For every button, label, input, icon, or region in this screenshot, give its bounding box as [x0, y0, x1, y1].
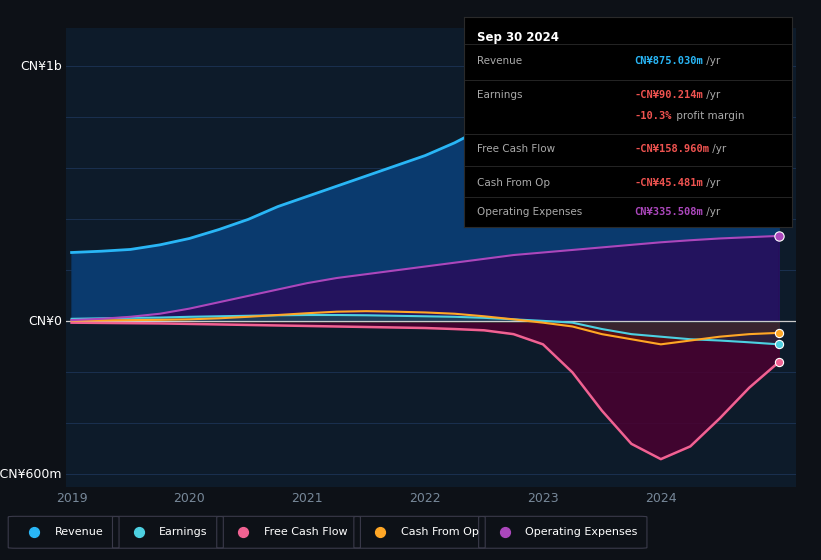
Text: Free Cash Flow: Free Cash Flow — [264, 527, 347, 537]
Text: -CN¥158.960m: -CN¥158.960m — [635, 144, 709, 154]
Text: Cash From Op: Cash From Op — [401, 527, 479, 537]
Text: Operating Expenses: Operating Expenses — [477, 207, 582, 217]
Point — [772, 231, 785, 240]
Text: Operating Expenses: Operating Expenses — [525, 527, 638, 537]
Text: /yr: /yr — [703, 207, 720, 217]
Point — [236, 528, 250, 536]
Text: profit margin: profit margin — [673, 110, 745, 120]
Point — [772, 328, 785, 337]
Text: Free Cash Flow: Free Cash Flow — [477, 144, 555, 154]
Point — [772, 340, 785, 349]
Text: /yr: /yr — [703, 90, 720, 100]
Point — [28, 528, 41, 536]
Text: CN¥335.508m: CN¥335.508m — [635, 207, 704, 217]
Text: -CN¥45.481m: -CN¥45.481m — [635, 178, 704, 188]
Text: Sep 30 2024: Sep 30 2024 — [477, 31, 559, 44]
Text: /yr: /yr — [703, 56, 720, 66]
Text: -10.3%: -10.3% — [635, 110, 672, 120]
Point — [132, 528, 145, 536]
Text: Cash From Op: Cash From Op — [477, 178, 550, 188]
Text: CN¥1b: CN¥1b — [21, 60, 62, 73]
Text: Earnings: Earnings — [477, 90, 522, 100]
Point — [498, 528, 511, 536]
Text: /yr: /yr — [703, 178, 720, 188]
Text: CN¥875.030m: CN¥875.030m — [635, 56, 704, 66]
Point — [772, 94, 785, 102]
Point — [772, 358, 785, 367]
Text: -CN¥600m: -CN¥600m — [0, 468, 62, 481]
Text: CN¥0: CN¥0 — [28, 315, 62, 328]
Text: Revenue: Revenue — [477, 56, 522, 66]
Text: Revenue: Revenue — [55, 527, 103, 537]
Text: -CN¥90.214m: -CN¥90.214m — [635, 90, 704, 100]
Text: Earnings: Earnings — [159, 527, 208, 537]
Point — [374, 528, 387, 536]
Text: /yr: /yr — [709, 144, 726, 154]
